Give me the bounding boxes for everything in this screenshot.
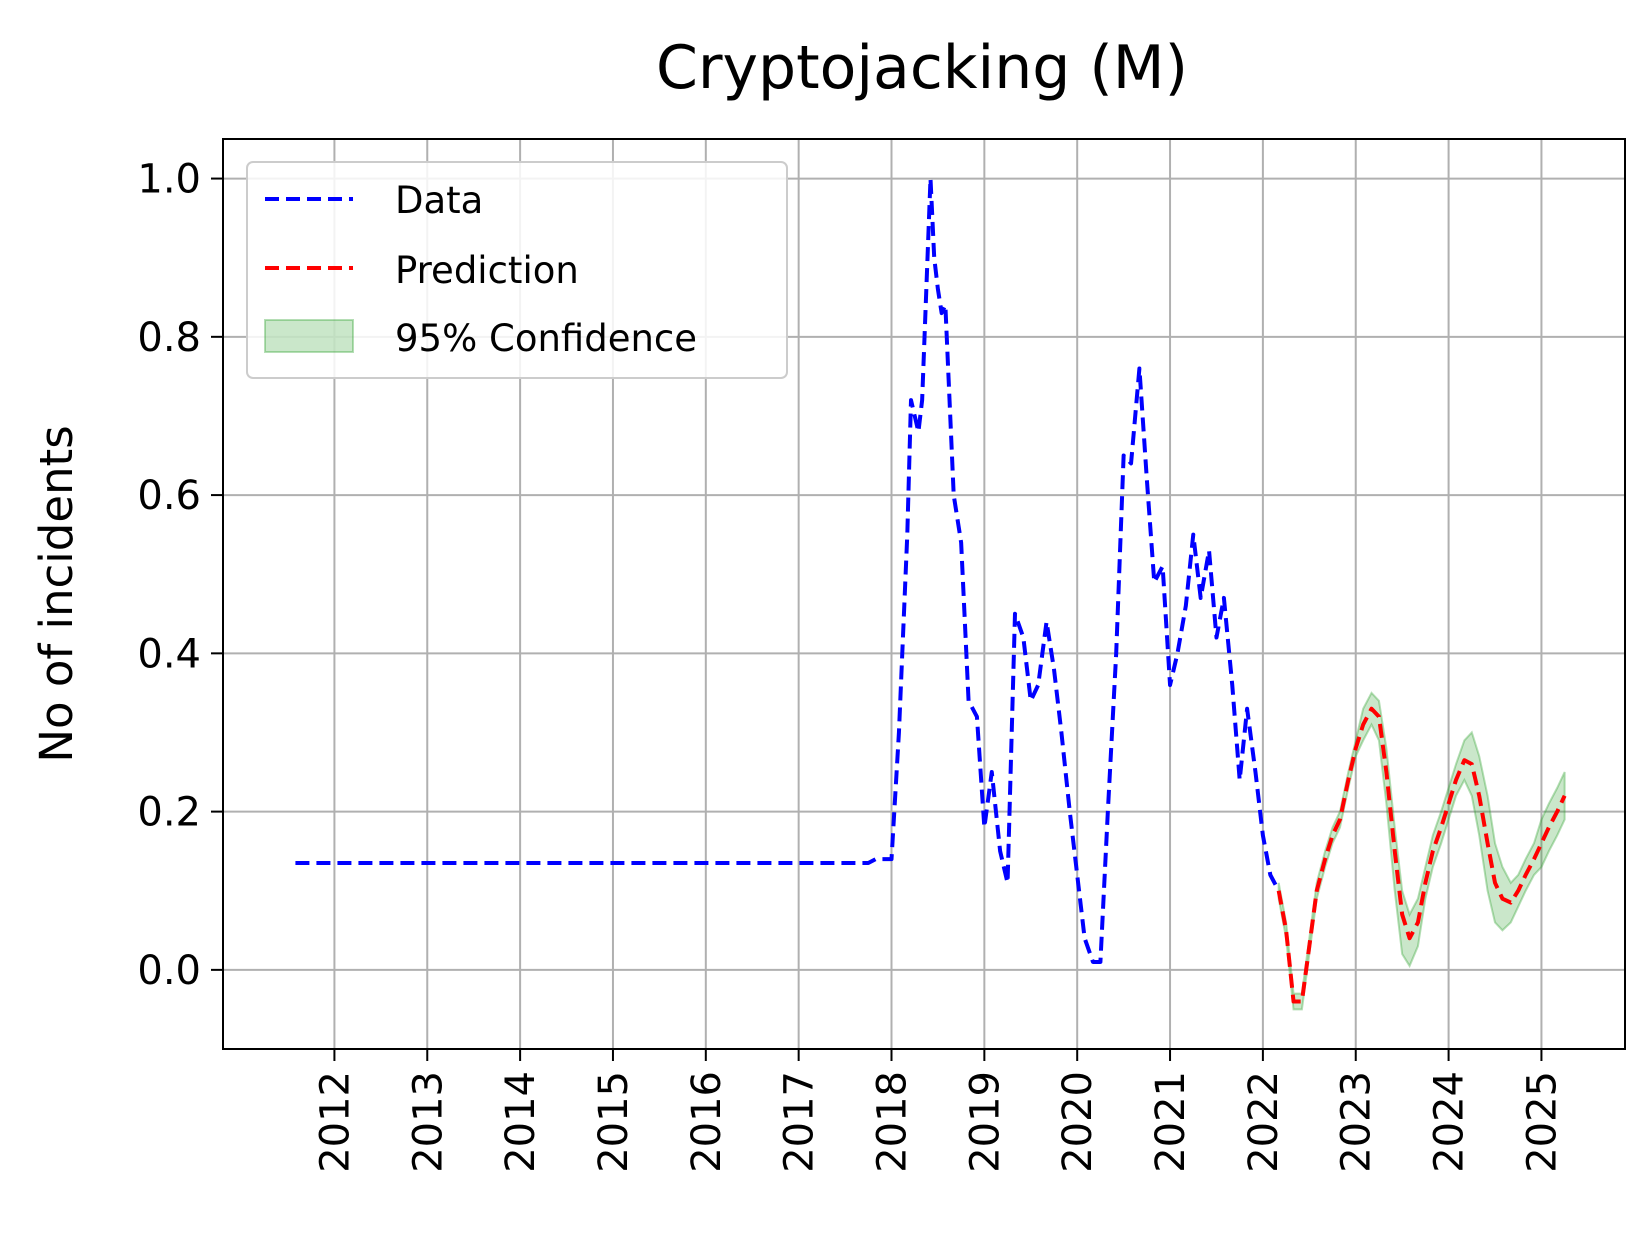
- x-tick-label: 2014: [498, 1071, 544, 1173]
- x-tick-label: 2021: [1148, 1071, 1194, 1173]
- y-tick-label: 0.6: [137, 473, 201, 519]
- x-tick-label: 2024: [1427, 1071, 1473, 1173]
- x-tick-label: 2013: [405, 1071, 451, 1173]
- x-tick-label: 2012: [312, 1071, 358, 1173]
- plot-frame: [222, 138, 1626, 1050]
- x-tick-label: 2017: [777, 1071, 823, 1173]
- x-tick-label: 2016: [684, 1071, 730, 1173]
- y-tick-label: 0.8: [137, 315, 201, 361]
- legend-prediction-label: Prediction: [395, 249, 579, 292]
- x-tick-label: 2025: [1519, 1071, 1565, 1173]
- confidence-band-area: [1277, 691, 1566, 1011]
- x-tick-label: 2018: [870, 1071, 916, 1173]
- y-tick-label: 0.2: [137, 790, 201, 836]
- legend: Data Prediction 95% Confidence: [246, 161, 788, 379]
- x-tick-label: 2022: [1241, 1071, 1287, 1173]
- legend-confidence-swatch: [264, 319, 354, 353]
- y-axis: 0.0 0.2 0.4 0.6 0.8 1.0: [137, 157, 223, 994]
- legend-data-label: Data: [395, 179, 483, 222]
- legend-frame: [246, 161, 788, 379]
- prediction-series-line: [1276, 706, 1567, 1004]
- x-tick-label: 2023: [1334, 1071, 1380, 1173]
- chart-title: Cryptojacking (M): [656, 33, 1188, 103]
- x-tick-label: 2015: [591, 1071, 637, 1173]
- y-tick-label: 0.0: [137, 948, 201, 994]
- y-tick-label: 0.4: [137, 631, 201, 677]
- y-axis-label: No of incidents: [30, 425, 83, 762]
- legend-confidence-label: 95% Confidence: [395, 317, 697, 360]
- y-tick-label: 1.0: [137, 157, 201, 203]
- data-series-line: [295, 176, 1281, 964]
- x-tick-label: 2020: [1055, 1071, 1101, 1173]
- x-axis: 2012 2013 2014 2015 2016 2017 2018 2019 2020 2021…: [312, 1049, 1565, 1173]
- series-lines: [295, 176, 1567, 1004]
- x-tick-label: 2019: [962, 1071, 1008, 1173]
- confidence-band: [1277, 691, 1566, 1011]
